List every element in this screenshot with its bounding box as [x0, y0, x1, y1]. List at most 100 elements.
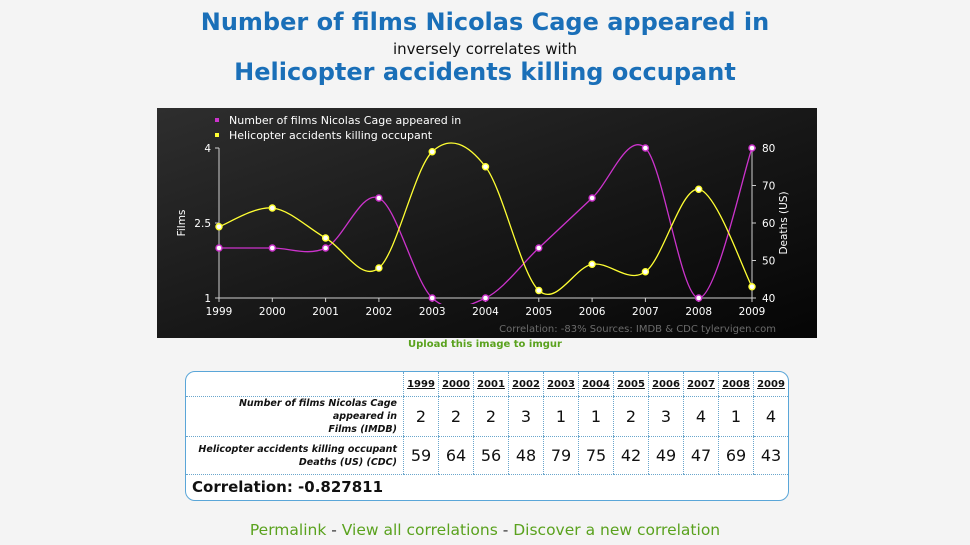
view-all-correlations-link[interactable]: View all correlations [341, 521, 498, 539]
chart-subtitle: inversely correlates with [392, 40, 578, 58]
data-point[interactable] [641, 144, 650, 152]
x-tick-label: 2002 [366, 306, 393, 318]
year-header[interactable]: 2006 [648, 372, 684, 397]
y-left-tick-label: 4 [204, 143, 211, 155]
table-row: Number of films Nicolas Cage appeared in… [186, 396, 788, 437]
chart-points [215, 144, 756, 302]
y-right-axis-title: Deaths (US) [778, 191, 790, 254]
correlation-value: Correlation: -0.827811 [192, 478, 384, 496]
data-point[interactable] [215, 223, 223, 231]
year-header[interactable]: 2000 [438, 372, 474, 397]
y-right-tick-label: 40 [762, 293, 775, 305]
row-label-title: Helicopter accidents killing occupant [198, 443, 397, 455]
data-point[interactable] [268, 204, 277, 212]
data-table: 1999 2000 2001 2002 2003 2004 2005 2006 … [186, 372, 788, 475]
x-tick-label: 2009 [739, 306, 766, 318]
y-left-tick-label: 1 [204, 293, 211, 305]
table-cell: 59 [403, 436, 439, 475]
x-tick-label: 2008 [685, 306, 712, 318]
chart-title-top: Number of films Nicolas Cage appeared in [200, 8, 770, 36]
table-cell: 42 [613, 436, 649, 475]
chart-panel: Number of films Nicolas Cage appeared in… [157, 108, 817, 338]
legend-swatch [215, 118, 219, 122]
row-label-helicopter: Helicopter accidents killing occupant De… [186, 436, 404, 475]
year-header[interactable]: 2009 [753, 372, 788, 397]
year-header[interactable]: 2007 [683, 372, 719, 397]
table-cell: 1 [718, 396, 754, 437]
link-separator: - [326, 521, 342, 539]
table-cell: 43 [753, 436, 788, 475]
table-cell: 4 [753, 396, 788, 437]
chart-title-bottom: Helicopter accidents killing occupant [234, 58, 736, 86]
data-point[interactable] [428, 148, 436, 156]
year-header[interactable]: 2001 [473, 372, 509, 397]
permalink-link[interactable]: Permalink [249, 521, 327, 539]
data-point[interactable] [588, 194, 596, 202]
table-cell: 79 [543, 436, 579, 475]
data-point[interactable] [588, 260, 596, 268]
chart-background [157, 108, 817, 338]
data-point[interactable] [748, 283, 756, 291]
table-cell: 3 [508, 396, 544, 437]
y-right-tick-label: 50 [762, 256, 775, 268]
table-cell: 69 [718, 436, 754, 475]
data-point[interactable] [695, 294, 703, 302]
x-tick-label: 2003 [419, 306, 446, 318]
y-right-tick-label: 80 [762, 143, 775, 155]
year-header[interactable]: 1999 [403, 372, 439, 397]
chart-footer: Correlation: -83% Sources: IMDB & CDC ty… [499, 324, 776, 335]
table-cell: 3 [648, 396, 684, 437]
table-cell: 49 [648, 436, 684, 475]
table-cell: 47 [683, 436, 719, 475]
data-point[interactable] [695, 185, 703, 193]
table-cell: 1 [578, 396, 614, 437]
data-point[interactable] [481, 294, 490, 302]
data-point[interactable] [535, 286, 543, 295]
table-cell: 2 [403, 396, 439, 437]
data-point[interactable] [375, 264, 383, 272]
year-header[interactable]: 2003 [543, 372, 579, 397]
discover-correlation-link[interactable]: Discover a new correlation [513, 521, 721, 539]
footer-links: Permalink - View all correlations - Disc… [0, 521, 970, 539]
chart-legend: Number of films Nicolas Cage appeared in… [215, 114, 461, 142]
table-corner [186, 372, 404, 397]
row-label-title: Number of films Nicolas Cage appeared in [238, 398, 397, 422]
table-cell: 2 [613, 396, 649, 437]
x-tick-label: 1999 [206, 306, 233, 318]
year-header[interactable]: 2004 [578, 372, 614, 397]
data-point[interactable] [535, 244, 543, 252]
table-cell: 2 [473, 396, 509, 437]
data-point[interactable] [268, 244, 277, 252]
data-table-panel: 1999 2000 2001 2002 2003 2004 2005 2006 … [185, 371, 789, 501]
data-point[interactable] [748, 144, 756, 152]
row-label-unit: Deaths (US) (CDC) [298, 456, 397, 468]
x-tick-label: 2007 [632, 306, 659, 318]
line-chart: Number of films Nicolas Cage appeared in… [157, 108, 817, 338]
y-left-tick-label: 2.5 [194, 218, 211, 230]
upload-link[interactable]: Upload this image to imgur [408, 339, 562, 350]
data-point[interactable] [641, 268, 650, 276]
table-cell: 4 [683, 396, 719, 437]
data-point[interactable] [481, 163, 490, 171]
y-right-tick-label: 70 [762, 181, 775, 193]
data-point[interactable] [321, 234, 330, 242]
row-label-films: Number of films Nicolas Cage appeared in… [186, 396, 404, 437]
x-tick-label: 2004 [472, 306, 499, 318]
legend-swatch [215, 133, 219, 137]
x-tick-label: 2001 [312, 306, 339, 318]
legend-label: Helicopter accidents killing occupant [229, 129, 433, 142]
year-header[interactable]: 2005 [613, 372, 649, 397]
legend-label: Number of films Nicolas Cage appeared in [229, 114, 461, 127]
data-point[interactable] [215, 244, 223, 252]
x-tick-label: 2006 [579, 306, 606, 318]
data-point[interactable] [428, 294, 436, 302]
link-separator: - [497, 521, 514, 539]
table-cell: 2 [438, 396, 474, 437]
table-header-row: 1999 2000 2001 2002 2003 2004 2005 2006 … [186, 372, 788, 397]
data-point[interactable] [321, 244, 330, 252]
year-header[interactable]: 2002 [508, 372, 544, 397]
year-header[interactable]: 2008 [718, 372, 754, 397]
table-row: Helicopter accidents killing occupant De… [186, 436, 788, 475]
data-point[interactable] [375, 194, 383, 202]
row-label-unit: Films (IMDB) [328, 424, 397, 435]
